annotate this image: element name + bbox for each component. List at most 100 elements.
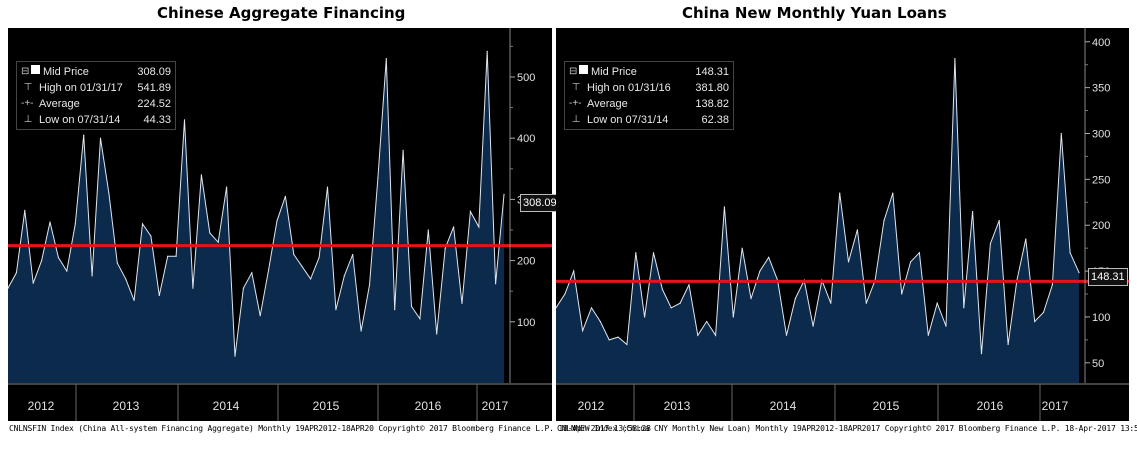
legend-box-left: ⊟ Mid Price 308.09 ⊤ High on 01/31/17 54…	[16, 61, 176, 130]
legend-avg-label: Average	[587, 98, 628, 110]
last-value-callout-right: 148.31	[1088, 268, 1128, 286]
data-point	[360, 330, 362, 332]
data-point	[343, 275, 345, 277]
y-tick-label: 100	[1092, 312, 1110, 324]
data-point	[141, 223, 144, 225]
data-point	[936, 302, 938, 304]
data-point	[251, 272, 253, 274]
y-tick-label: 250	[1092, 174, 1110, 186]
legend-box-right: ⊟ Mid Price 148.31 ⊤ High on 01/31/16 38…	[564, 61, 734, 130]
chart-panel-right: 5010015020025030035040020122013201420152…	[556, 28, 1129, 421]
y-tick-label: 200	[1092, 220, 1110, 232]
data-point	[865, 302, 867, 304]
x-year-label: 2015	[873, 399, 900, 413]
data-point	[1025, 238, 1027, 240]
data-point	[564, 293, 566, 295]
data-point	[276, 220, 278, 222]
data-point	[377, 177, 379, 179]
data-point	[670, 307, 672, 309]
legend-mid-label: Mid Price	[591, 66, 637, 78]
data-point	[1078, 272, 1080, 274]
data-point	[427, 229, 429, 231]
data-point	[635, 252, 637, 254]
y-tick-label: 400	[517, 133, 535, 145]
data-point	[1007, 343, 1009, 346]
average-marker-icon: -+-	[21, 98, 34, 109]
data-point	[234, 355, 236, 357]
data-point	[768, 256, 770, 258]
data-point	[41, 260, 43, 262]
data-point	[310, 278, 312, 280]
data-point	[284, 195, 286, 197]
legend-mid-value: 148.31	[695, 66, 729, 78]
data-point	[24, 209, 26, 211]
data-point	[644, 316, 646, 318]
legend-avg-row: -+- Average 224.52	[21, 96, 171, 112]
data-point	[599, 320, 601, 323]
data-point	[486, 50, 488, 52]
data-point	[1042, 311, 1045, 313]
data-point	[679, 302, 681, 304]
collapse-square-icon[interactable]: ⊟	[21, 64, 41, 80]
legend-low-row: ⊥ Low on 07/31/14 44.33	[21, 112, 171, 128]
data-point	[183, 119, 186, 121]
data-point	[385, 58, 387, 60]
data-point	[998, 220, 1000, 222]
data-point	[945, 325, 947, 327]
data-point	[66, 270, 68, 272]
data-point	[573, 270, 575, 272]
area-fill	[8, 51, 504, 384]
collapse-square-icon[interactable]: ⊟	[569, 64, 589, 80]
data-point	[226, 186, 228, 188]
legend-low-label: Low on 07/31/14	[587, 114, 669, 126]
data-point	[158, 294, 160, 297]
data-point	[785, 334, 788, 336]
data-point	[892, 192, 894, 194]
legend-avg-label: Average	[39, 98, 80, 110]
data-point	[402, 149, 404, 151]
data-point	[116, 262, 118, 264]
data-point	[444, 247, 446, 249]
data-point	[436, 333, 438, 335]
data-point	[723, 206, 725, 208]
data-point	[963, 307, 965, 309]
area-fill	[556, 58, 1079, 383]
data-point	[972, 210, 974, 213]
high-marker-icon: ⊤	[569, 82, 581, 93]
data-point	[750, 298, 752, 300]
chart-svg-right: 5010015020025030035040020122013201420152…	[556, 28, 1129, 421]
legend-low-value: 44.33	[143, 114, 171, 126]
high-marker-icon: ⊤	[21, 82, 33, 93]
series-swatch-icon	[31, 65, 41, 74]
data-point	[503, 193, 505, 195]
data-point	[652, 252, 655, 254]
data-point	[901, 293, 903, 295]
series-swatch-icon	[579, 65, 589, 74]
x-year-label: 2016	[415, 399, 442, 413]
x-year-label: 2014	[213, 399, 240, 413]
average-marker-icon: -+-	[569, 98, 582, 109]
data-point	[32, 282, 34, 284]
data-point	[1034, 320, 1036, 323]
last-value-callout-left: 308.09	[520, 194, 560, 212]
data-point	[318, 256, 320, 259]
x-year-label: 2017	[482, 399, 509, 413]
y-tick-label: 200	[517, 256, 535, 268]
legend-high-row: ⊤ High on 01/31/17 541.89	[21, 80, 171, 96]
chart-panel-left: 100200300400500201220132014201520162017 …	[8, 28, 560, 421]
legend-high-value: 381.80	[695, 82, 729, 94]
data-point	[794, 298, 796, 300]
data-point	[830, 302, 832, 304]
data-point	[368, 284, 371, 286]
y-tick-label: 350	[1092, 83, 1110, 95]
data-point	[989, 243, 991, 245]
data-point	[49, 221, 51, 223]
x-year-label: 2013	[664, 399, 691, 413]
data-point	[293, 253, 295, 256]
legend-low-row: ⊥ Low on 07/31/14 62.38	[569, 112, 729, 128]
x-year-label: 2017	[1042, 399, 1069, 413]
legend-avg-value: 224.52	[137, 98, 171, 110]
data-point	[617, 336, 619, 338]
x-year-label: 2014	[770, 399, 797, 413]
legend-high-label: High on 01/31/16	[587, 82, 671, 94]
